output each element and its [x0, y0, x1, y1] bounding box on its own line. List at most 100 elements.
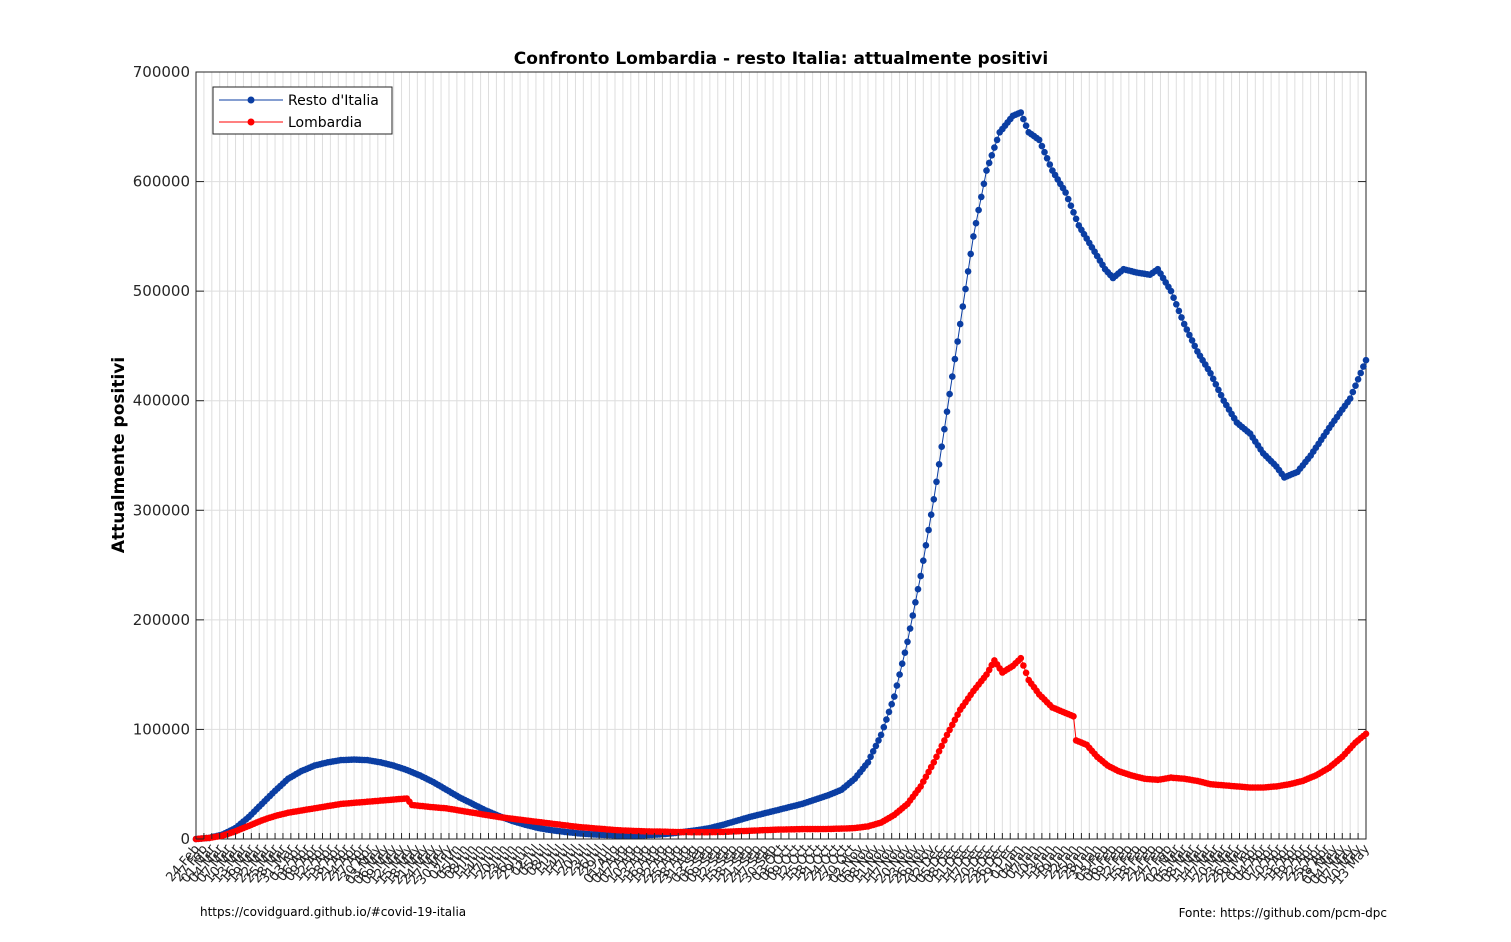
- data-point: [925, 526, 932, 534]
- data-point: [875, 737, 882, 744]
- footer-source-link[interactable]: https://covidguard.github.io/#covid-19-i…: [200, 905, 467, 919]
- data-point: [1191, 342, 1198, 350]
- data-point: [880, 723, 888, 731]
- data-point: [901, 649, 909, 656]
- data-point: [975, 206, 982, 214]
- data-point: [1022, 669, 1030, 677]
- data-point: [1020, 662, 1027, 669]
- data-point: [1017, 109, 1025, 116]
- data-point: [1207, 370, 1214, 377]
- data-point: [959, 303, 967, 310]
- data-point: [1212, 381, 1220, 388]
- y-tick-label: 600000: [133, 173, 190, 191]
- data-point: [930, 759, 938, 766]
- y-tick-label: 300000: [133, 501, 190, 519]
- data-point: [1209, 375, 1217, 383]
- data-point: [972, 219, 980, 227]
- data-point: [1346, 395, 1354, 402]
- data-point: [914, 585, 922, 593]
- data-point: [1038, 142, 1046, 150]
- data-point: [933, 753, 940, 761]
- data-point: [869, 748, 877, 755]
- y-axis: 0 100000 200000 300000 400000 500000 600000 700…: [133, 63, 1366, 848]
- data-point: [891, 693, 898, 700]
- data-point: [938, 742, 945, 750]
- data-point: [978, 193, 985, 201]
- data-point: [941, 425, 948, 433]
- data-point: [1180, 320, 1188, 328]
- data-point: [1183, 326, 1191, 333]
- legend-marker-resto: [247, 96, 255, 104]
- data-point: [1188, 337, 1196, 344]
- data-point: [1022, 122, 1030, 129]
- data-point: [951, 355, 959, 363]
- data-point: [1072, 215, 1080, 223]
- data-point: [1070, 209, 1077, 216]
- data-point: [1217, 391, 1225, 399]
- data-point: [935, 461, 943, 468]
- data-point: [991, 144, 998, 151]
- data-point: [962, 285, 969, 293]
- data-point: [930, 496, 938, 503]
- legend-label-lombardia: Lombardia: [288, 115, 362, 131]
- data-point: [1041, 148, 1048, 156]
- legend-label-resto: Resto d'Italia: [288, 93, 379, 109]
- data-point: [938, 443, 945, 451]
- data-point: [1167, 287, 1175, 295]
- data-point: [935, 748, 943, 755]
- data-point: [872, 742, 880, 750]
- y-axis-label: Attualmente positivi: [109, 357, 129, 553]
- data-point: [946, 726, 953, 734]
- data-point: [922, 773, 930, 781]
- data-point: [980, 180, 988, 188]
- data-point: [1173, 301, 1180, 308]
- y-tick-label: 400000: [133, 392, 190, 410]
- y-tick-label: 200000: [133, 611, 190, 629]
- data-point: [917, 572, 924, 580]
- data-point: [1215, 386, 1222, 394]
- data-point: [983, 167, 990, 174]
- data-point: [949, 373, 956, 380]
- data-point: [949, 721, 956, 729]
- y-tick-label: 500000: [133, 282, 190, 300]
- data-point: [906, 625, 914, 632]
- data-point: [970, 233, 977, 240]
- data-point: [885, 708, 893, 716]
- data-point: [909, 612, 917, 619]
- data-point: [956, 320, 964, 328]
- data-point: [941, 737, 948, 744]
- data-point: [954, 338, 961, 345]
- data-point: [1035, 136, 1043, 144]
- data-point: [951, 716, 959, 724]
- data-point: [1017, 654, 1025, 662]
- data-point: [1170, 294, 1177, 302]
- series-lombardia: [192, 654, 1370, 843]
- data-point: [1349, 388, 1357, 396]
- data-point: [1067, 202, 1075, 209]
- data-point: [893, 682, 901, 689]
- data-point: [888, 700, 895, 708]
- legend-marker-lombardia: [247, 118, 255, 126]
- data-point: [1357, 369, 1364, 377]
- data-point: [946, 390, 953, 398]
- legend: Resto d'Italia Lombardia: [212, 86, 393, 135]
- data-point: [943, 408, 951, 416]
- data-point: [943, 731, 951, 739]
- data-point: [877, 731, 885, 739]
- data-point: [1362, 730, 1370, 738]
- data-point: [904, 638, 911, 646]
- data-point: [1046, 161, 1054, 168]
- data-point: [898, 660, 906, 667]
- data-point: [933, 478, 940, 486]
- y-tick-label: 0: [180, 830, 190, 848]
- data-point: [1062, 189, 1069, 196]
- legend-box: [212, 86, 393, 135]
- data-point: [1186, 331, 1193, 339]
- data-point: [1354, 376, 1362, 383]
- data-point: [864, 759, 872, 766]
- data-point: [1362, 356, 1370, 364]
- data-point: [912, 599, 919, 606]
- y-tick-label: 700000: [133, 63, 190, 81]
